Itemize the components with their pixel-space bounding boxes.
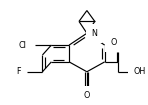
Text: OH: OH [133,67,145,76]
Text: Cl: Cl [19,41,27,50]
Text: F: F [16,67,21,76]
Text: O: O [84,91,90,100]
Text: O: O [110,38,116,47]
Text: N: N [91,29,97,38]
